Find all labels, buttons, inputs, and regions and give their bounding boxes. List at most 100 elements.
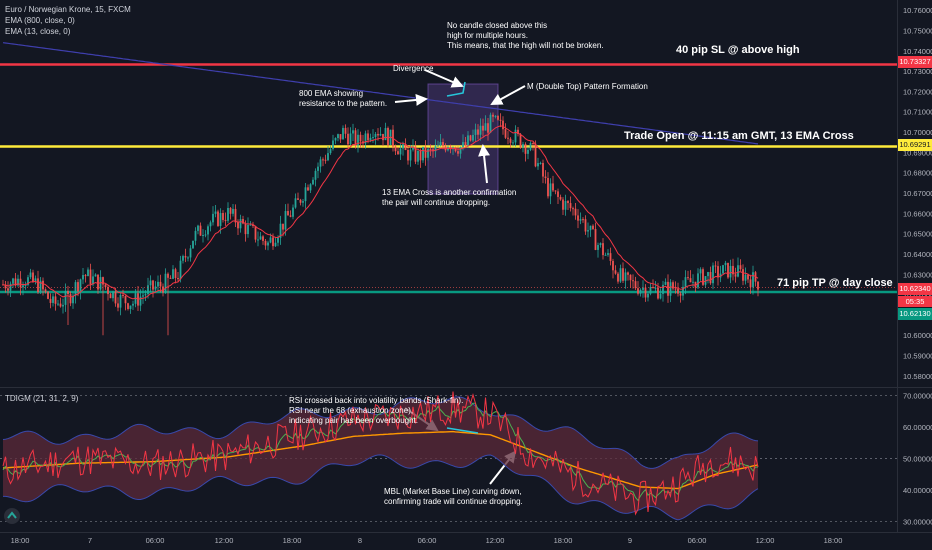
candle-body <box>312 179 314 185</box>
candle-body <box>672 282 674 289</box>
candle-body <box>287 211 289 216</box>
price-tick-label: 10.65000 <box>903 230 932 239</box>
candle-body <box>469 135 472 141</box>
candle-body <box>544 176 547 179</box>
candle-body <box>537 163 539 167</box>
candle-body <box>617 273 619 282</box>
candle-body <box>437 145 439 147</box>
candle-body <box>184 256 187 258</box>
ema13-line <box>2 125 759 300</box>
ema800-legend[interactable]: EMA (800, close, 0) <box>5 16 75 25</box>
candle-body <box>44 289 47 292</box>
tdi-tick-label: 40.00000 <box>903 486 932 495</box>
candle-body <box>32 272 34 282</box>
candle-body <box>552 183 554 191</box>
candle-body <box>197 225 199 231</box>
candle-body <box>402 144 404 149</box>
candle-body <box>719 273 722 278</box>
candle-body <box>749 279 752 288</box>
candle-body <box>129 305 132 309</box>
candle-body <box>244 223 247 235</box>
candle-body <box>434 146 437 152</box>
candle-body <box>177 277 179 280</box>
no-candle-note: No candle closed above this high for mul… <box>447 21 604 50</box>
tdi-tick-label: 70.00000 <box>903 391 932 400</box>
candle-body <box>132 303 134 306</box>
candle-body <box>204 234 207 236</box>
candle-body <box>689 278 692 283</box>
candle-body <box>384 128 387 141</box>
candle-body <box>674 288 677 290</box>
candle-body <box>272 237 274 247</box>
candle-body <box>539 162 542 164</box>
candle-body <box>679 293 682 296</box>
candle-body <box>624 272 627 281</box>
tdi-tick-label: 60.00000 <box>903 423 932 432</box>
candle-body <box>219 213 222 226</box>
candle-body <box>704 276 707 285</box>
candle-body <box>599 243 602 246</box>
candle-body <box>472 134 474 141</box>
candle-body <box>584 219 587 232</box>
countdown-tag: 05:35 <box>898 296 932 307</box>
candle-body <box>207 226 209 235</box>
candle-body <box>297 198 299 200</box>
candle-body <box>27 277 29 286</box>
ema13-legend[interactable]: EMA (13, close, 0) <box>5 27 71 36</box>
candle-body <box>239 219 242 229</box>
candle-body <box>702 269 704 285</box>
candle-body <box>574 208 577 216</box>
candle-body <box>224 219 227 221</box>
candle-body <box>492 114 494 117</box>
candle-body <box>332 140 334 150</box>
candle-body <box>507 137 509 139</box>
candle-body <box>94 274 97 277</box>
candle-body <box>47 291 49 299</box>
candle-body <box>342 127 344 140</box>
candle-body <box>74 282 77 296</box>
candle-body <box>442 142 444 147</box>
candle-body <box>524 144 527 154</box>
candle-body <box>264 240 267 246</box>
candle-body <box>69 294 72 304</box>
candle-body <box>752 272 754 288</box>
candle-body <box>254 226 257 240</box>
candle-body <box>209 222 212 227</box>
candle-body <box>739 265 742 270</box>
time-tick-label: 18:00 <box>11 536 30 545</box>
candle-body <box>152 280 154 290</box>
candle-body <box>589 225 592 231</box>
tdi-legend[interactable]: TDIGM (21, 31, 2, 9) <box>5 394 79 403</box>
time-tick-label: 9 <box>628 536 632 545</box>
candle-body <box>307 187 309 191</box>
candle-body <box>107 287 109 295</box>
price-tick-label: 10.68000 <box>903 169 932 178</box>
candle-body <box>247 224 249 235</box>
candle-body <box>479 125 482 135</box>
candle-body <box>484 123 487 131</box>
candle-body <box>289 215 292 217</box>
annotation-arrow <box>394 93 428 106</box>
candle-body <box>294 198 297 208</box>
candle-body <box>659 293 662 299</box>
candle-body <box>89 269 92 285</box>
candle-body <box>357 134 359 146</box>
tradingview-logo-icon[interactable] <box>4 508 20 524</box>
candle-body <box>597 245 599 250</box>
candle-body <box>677 288 679 294</box>
candle-body <box>124 296 127 304</box>
candle-body <box>339 134 342 140</box>
tdi-tick-label: 50.00000 <box>903 455 932 464</box>
candle-body <box>139 296 142 306</box>
candle-body <box>514 129 517 143</box>
candle-body <box>319 159 322 167</box>
candle-body <box>309 184 312 191</box>
candle-body <box>64 291 67 305</box>
price-tick-label: 10.69000 <box>903 148 932 157</box>
ema800-resistance-note: 800 EMA showing resistance to the patter… <box>299 89 388 108</box>
candle-body <box>559 196 562 200</box>
trade-open-price-tag: 10.69291 <box>898 139 932 151</box>
candle-body <box>182 256 184 261</box>
